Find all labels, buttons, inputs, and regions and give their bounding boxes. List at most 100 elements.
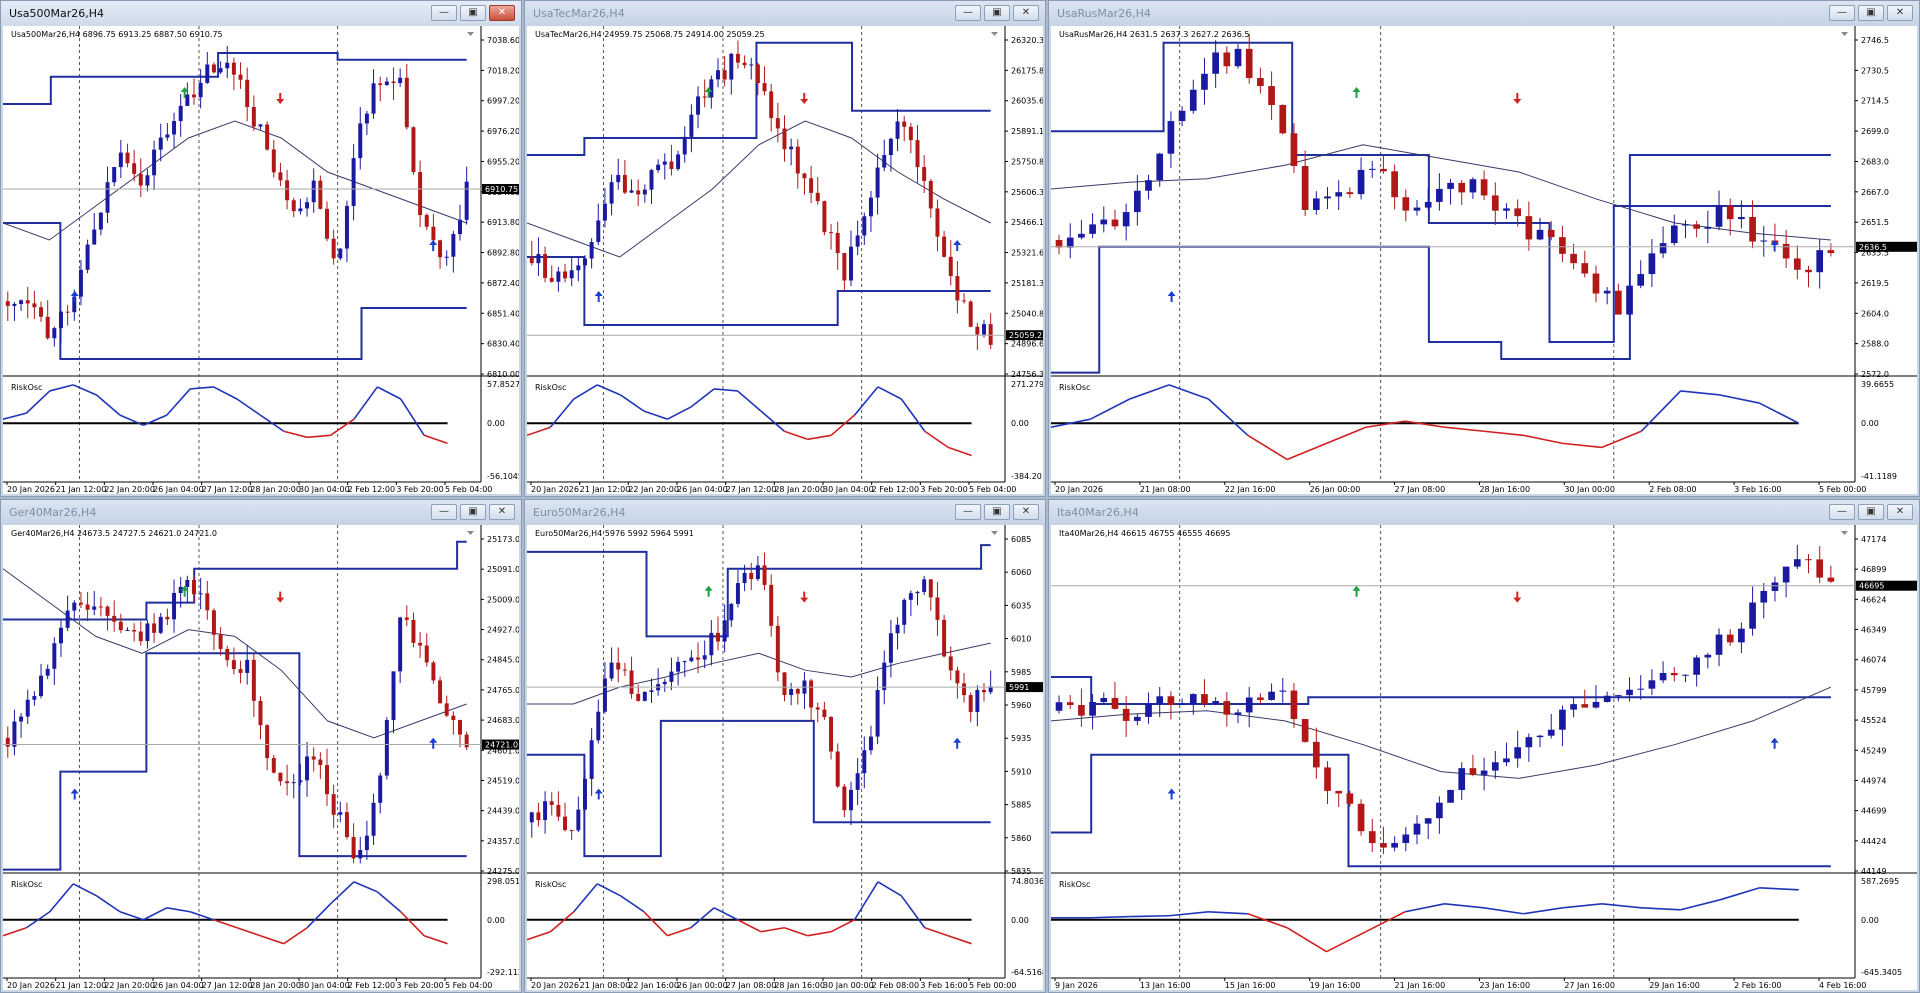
close-button[interactable]: ✕ bbox=[1887, 5, 1913, 21]
moving-average-line bbox=[3, 568, 467, 739]
oscillator-segment bbox=[143, 414, 168, 426]
chart-area[interactable]: UsaTecMar26,H4 24959.75 25068.75 24914.0… bbox=[527, 26, 1043, 494]
candle-body bbox=[642, 189, 647, 195]
close-button[interactable]: ✕ bbox=[1887, 504, 1913, 520]
time-tick-label: 26 Jan 04:00 bbox=[153, 981, 204, 990]
window-titlebar[interactable]: Euro50Mar26,H4 — ▣ ✕ bbox=[525, 500, 1045, 525]
close-button[interactable]: ✕ bbox=[1013, 504, 1039, 520]
candle-body bbox=[1793, 258, 1801, 270]
oscillator-segment bbox=[1089, 398, 1131, 420]
price-tick-label: 6035 bbox=[1011, 601, 1031, 610]
restore-button[interactable]: ▣ bbox=[1858, 5, 1884, 21]
resistance-channel-line bbox=[1051, 41, 1831, 343]
candle-body bbox=[809, 680, 814, 708]
close-button[interactable]: ✕ bbox=[489, 504, 515, 520]
candle-body bbox=[1055, 240, 1063, 248]
restore-button[interactable]: ▣ bbox=[460, 5, 486, 21]
candle-body bbox=[1693, 657, 1700, 675]
candle-body bbox=[1145, 703, 1152, 717]
chart-area[interactable]: Ita40Mar26,H4 46615 46755 46555 46695 471… bbox=[1051, 525, 1917, 990]
time-tick-label: 20 Jan 2026 bbox=[531, 485, 579, 494]
close-button[interactable]: ✕ bbox=[489, 5, 515, 21]
candle-body bbox=[1178, 110, 1186, 122]
candle-body bbox=[152, 623, 157, 633]
chart-window[interactable]: Ita40Mar26,H4 — ▣ ✕ Ita40Mar26,H4 46615 4675… bbox=[1048, 499, 1920, 993]
candle-body bbox=[1134, 190, 1141, 213]
window-titlebar[interactable]: UsaRusMar26,H4 — ▣ ✕ bbox=[1049, 1, 1919, 26]
candle-body bbox=[1223, 701, 1231, 715]
candle-body bbox=[1738, 217, 1745, 220]
candle-body bbox=[908, 593, 913, 600]
minimize-button[interactable]: — bbox=[955, 504, 981, 520]
chart-area[interactable]: Usa500Mar26,H4 6896.75 6913.25 6887.50 6… bbox=[3, 26, 519, 494]
candle-body bbox=[1447, 789, 1454, 803]
price-chart-svg: Usa500Mar26,H4 6896.75 6913.25 6887.50 6… bbox=[3, 26, 519, 494]
chart-window[interactable]: Usa500Mar26,H4 — ▣ ✕ Usa500Mar26,H4 6896.75 … bbox=[0, 0, 522, 497]
candle-body bbox=[855, 773, 860, 790]
minimize-button[interactable]: — bbox=[955, 5, 981, 21]
current-price-box bbox=[1856, 241, 1917, 252]
candle-body bbox=[311, 756, 316, 760]
window-titlebar[interactable]: Ger40Mar26,H4 — ▣ ✕ bbox=[1, 500, 521, 525]
window-titlebar[interactable]: Ita40Mar26,H4 — ▣ ✕ bbox=[1049, 500, 1919, 525]
oscillator-segment bbox=[1129, 384, 1170, 400]
chart-area[interactable]: Euro50Mar26,H4 5976 5992 5964 5991 6085 60… bbox=[527, 525, 1043, 990]
close-button[interactable]: ✕ bbox=[1013, 5, 1039, 21]
candle-body bbox=[1257, 697, 1264, 700]
chart-window[interactable]: Ger40Mar26,H4 — ▣ ✕ Ger40Mar26,H4 24673.5 24… bbox=[0, 499, 522, 993]
time-tick-label: 28 Jan 20:00 bbox=[774, 485, 825, 494]
candle-body bbox=[1324, 767, 1331, 791]
candle-body bbox=[716, 70, 720, 80]
price-tick-label: 24601.0 bbox=[487, 746, 519, 755]
candle-body bbox=[451, 715, 456, 721]
restore-button[interactable]: ▣ bbox=[1858, 504, 1884, 520]
chart-window[interactable]: Euro50Mar26,H4 — ▣ ✕ Euro50Mar26,H4 5976 599… bbox=[524, 499, 1046, 993]
window-titlebar[interactable]: UsaTecMar26,H4 — ▣ ✕ bbox=[525, 1, 1045, 26]
buy-arrow-icon bbox=[1770, 737, 1779, 749]
candle-body bbox=[1570, 253, 1577, 264]
price-tick-label: 6872.40 bbox=[487, 279, 519, 288]
buy-arrow-icon bbox=[1167, 291, 1176, 302]
candle-body bbox=[231, 62, 236, 75]
candle-body bbox=[935, 597, 940, 620]
oscillator-segment bbox=[1641, 906, 1681, 911]
chart-window[interactable]: UsaRusMar26,H4 — ▣ ✕ UsaRusMar26,H4 2631.5 2… bbox=[1048, 0, 1920, 497]
oscillator-segment bbox=[189, 911, 214, 921]
oscillator-segment bbox=[119, 911, 144, 921]
candle-body bbox=[789, 689, 794, 696]
minimize-button[interactable]: — bbox=[1829, 5, 1855, 21]
price-tick-label: 44974 bbox=[1861, 776, 1886, 785]
oscillator-segment bbox=[1562, 442, 1603, 449]
minimize-button[interactable]: — bbox=[431, 5, 457, 21]
window-titlebar[interactable]: Usa500Mar26,H4 — ▣ ✕ bbox=[1, 1, 521, 26]
oscillator-segment bbox=[236, 926, 261, 937]
candle-body bbox=[92, 229, 97, 245]
candle-body bbox=[291, 200, 296, 212]
chart-area[interactable]: Ger40Mar26,H4 24673.5 24727.5 24621.0 24… bbox=[3, 525, 519, 990]
time-tick-label: 29 Jan 16:00 bbox=[1649, 981, 1700, 990]
chart-area[interactable]: UsaRusMar26,H4 2631.5 2637.3 2627.2 2636… bbox=[1051, 26, 1917, 494]
price-tick-label: 44149 bbox=[1861, 867, 1886, 876]
candle-body bbox=[1682, 674, 1689, 676]
restore-button[interactable]: ▣ bbox=[460, 504, 486, 520]
restore-button[interactable]: ▣ bbox=[984, 5, 1010, 21]
candle-body bbox=[238, 74, 243, 80]
candle-body bbox=[576, 809, 581, 831]
indicator-name: RiskOsc bbox=[535, 383, 566, 392]
chart-window[interactable]: UsaTecMar26,H4 — ▣ ✕ UsaTecMar26,H4 24959.75… bbox=[524, 0, 1046, 497]
candle-body bbox=[65, 311, 70, 313]
minimize-button[interactable]: — bbox=[431, 504, 457, 520]
candle-body bbox=[1726, 205, 1734, 220]
current-price-label: 2636.5 bbox=[1859, 243, 1887, 252]
minimize-button[interactable]: — bbox=[1829, 504, 1855, 520]
price-tick-label: 25009.0 bbox=[487, 595, 519, 604]
candle-body bbox=[775, 625, 780, 673]
candle-body bbox=[1581, 704, 1589, 708]
candle-body bbox=[125, 152, 130, 164]
oscillator-segment bbox=[1208, 910, 1248, 915]
candle-body bbox=[311, 180, 316, 203]
oscillator-segment bbox=[119, 414, 144, 426]
oscillator-segment bbox=[1483, 906, 1524, 915]
oscillator-segment bbox=[307, 434, 331, 439]
restore-button[interactable]: ▣ bbox=[984, 504, 1010, 520]
